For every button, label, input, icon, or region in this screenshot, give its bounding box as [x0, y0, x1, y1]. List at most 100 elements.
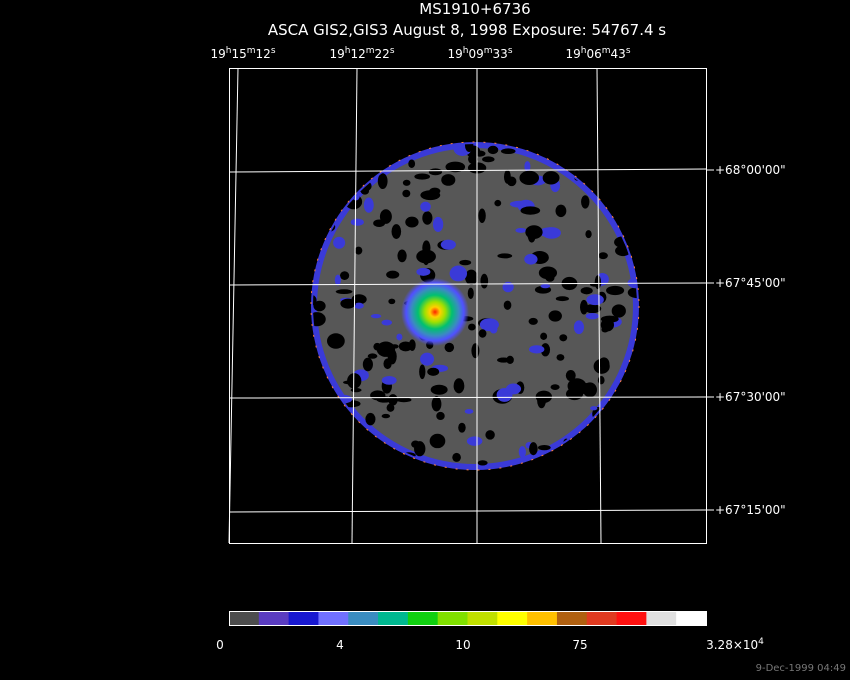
noise-blob [468, 323, 476, 331]
colorbar-segment [467, 611, 498, 625]
noise-blob [358, 150, 378, 167]
sky-image [310, 141, 640, 471]
noise-blob [420, 352, 435, 366]
noise-blob [580, 287, 593, 295]
noise-blob [313, 294, 317, 306]
label-part: 43 [611, 47, 626, 61]
noise-blob [550, 384, 560, 391]
colorbar-label: 0 [216, 638, 224, 652]
noise-blob [365, 412, 376, 426]
noise-blob [396, 333, 403, 341]
noise-blob [478, 329, 487, 338]
noise-blob [620, 441, 637, 455]
noise-blob [545, 273, 555, 282]
label-part: 15 [231, 47, 246, 61]
superscript: m [484, 46, 493, 56]
noise-blob [459, 259, 472, 266]
label-part: 4 [336, 638, 344, 652]
noise-blob [555, 204, 567, 218]
noise-blob [440, 239, 456, 250]
noise-blob [340, 144, 349, 154]
noise-blob [548, 310, 562, 322]
noise-blob [616, 404, 629, 410]
noise-blob [386, 403, 395, 412]
noise-blob [497, 253, 513, 259]
noise-blob [525, 225, 543, 239]
label-part: 19 [565, 47, 580, 61]
noise-blob [466, 436, 483, 446]
superscript: m [247, 46, 256, 56]
noise-blob [509, 200, 530, 208]
noise-blob [503, 169, 511, 184]
label-part: 3.28×10 [706, 638, 758, 652]
noise-blob [594, 275, 602, 290]
noise-blob [593, 358, 610, 374]
noise-blob [569, 378, 576, 391]
noise-blob [408, 159, 416, 169]
noise-blob [432, 216, 444, 232]
noise-blob [405, 216, 419, 228]
superscript: s [508, 46, 513, 56]
noise-blob [586, 294, 604, 306]
noise-blob [340, 298, 356, 309]
superscript: m [602, 46, 611, 56]
label-part: 22 [375, 47, 390, 61]
noise-blob [598, 252, 608, 260]
noise-blob [500, 148, 516, 155]
noise-blob [506, 355, 514, 364]
noise-blob [428, 168, 443, 176]
noise-blob [528, 345, 545, 354]
dec-label: +67°15'00" [715, 503, 786, 517]
noise-blob [337, 179, 345, 193]
noise-blob [609, 192, 619, 203]
superscript: s [271, 46, 276, 56]
noise-blob [362, 357, 373, 372]
colorbar-frame [229, 611, 707, 626]
superscript: h [345, 46, 351, 56]
label-part: 10 [455, 638, 470, 652]
noise-blob [482, 156, 495, 163]
noise-blob [631, 222, 637, 237]
noise-blob [502, 281, 514, 293]
noise-blob [397, 249, 407, 263]
noise-blob [351, 294, 367, 305]
noise-blob [494, 199, 502, 207]
noise-blob [381, 376, 397, 385]
noise-blob [397, 144, 410, 149]
noise-blob [377, 173, 388, 190]
noise-blob [361, 156, 380, 162]
label-part: 09 [468, 47, 483, 61]
noise-blob [563, 144, 581, 152]
noise-blob [449, 265, 468, 282]
noise-blob [363, 197, 374, 213]
noise-blob [573, 320, 584, 335]
noise-blob [528, 317, 538, 325]
colorbar-segment [676, 611, 707, 625]
noise-blob [480, 273, 489, 289]
label-part: 75 [572, 638, 587, 652]
noise-blob [622, 144, 635, 150]
noise-blob [416, 267, 431, 276]
noise-blob [416, 249, 436, 264]
noise-blob [342, 144, 360, 150]
noise-blob [520, 206, 541, 215]
noise-blob [427, 367, 440, 376]
subtitle: ASCA GIS2,GIS3 August 8, 1998 Exposure: … [268, 21, 666, 39]
noise-blob [615, 188, 626, 196]
ra-label: 19h09m33s [447, 46, 512, 61]
noise-blob [334, 274, 341, 286]
superscript: m [366, 46, 375, 56]
noise-blob [608, 145, 627, 161]
noise-blob [611, 304, 626, 318]
coordinate-grid [228, 67, 707, 544]
noise-blob [345, 174, 364, 189]
noise-blob [402, 189, 411, 198]
noise-blob [566, 464, 574, 468]
noise-blob [388, 298, 396, 305]
noise-blob [559, 334, 568, 342]
noise-blob [539, 227, 560, 238]
noise-blob [636, 144, 637, 151]
noise-blob [414, 441, 426, 457]
image-frame [229, 68, 707, 544]
